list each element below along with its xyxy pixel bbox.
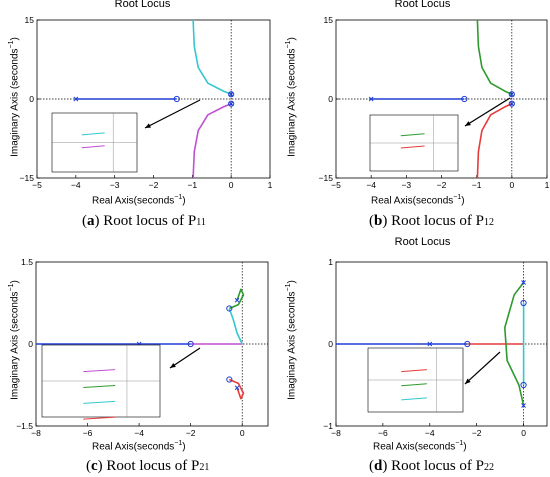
panel-b: Root Locus Imaginary Axis (seconds−1) −5… <box>275 0 550 238</box>
pole-marker <box>509 91 515 97</box>
x-tick-label: −2 <box>437 180 447 190</box>
panel-c: Imaginary Axis (seconds−1) −8 −6 −4 −2 0 −1.5… <box>0 238 275 477</box>
zero-marker <box>508 91 515 98</box>
zoom-arrow <box>464 351 501 385</box>
zoom-arrow <box>144 99 201 129</box>
locus-branch-2 <box>476 102 513 179</box>
zero-marker <box>187 340 194 348</box>
y-tick-label: 0 <box>29 94 34 104</box>
pole-marker <box>368 96 374 102</box>
y-tick-label: 0 <box>328 94 333 104</box>
pole-marker <box>427 341 433 347</box>
zoom-inset <box>41 344 161 420</box>
zoom-arrow-head <box>465 378 471 384</box>
x-tick-label: 1 <box>545 180 550 190</box>
x-tick-label: −5 <box>331 180 341 190</box>
chart-c: −8 −6 −4 −2 0 −1.5 0 1.5 <box>16 257 269 438</box>
zoom-inset <box>51 112 138 173</box>
pole-marker <box>234 385 240 391</box>
zoom-arrow-head <box>465 121 471 126</box>
zero-marker <box>520 381 527 389</box>
caption: (c) Root locus of P21 <box>86 458 210 474</box>
locus-branch-2 <box>192 102 232 179</box>
pole-marker <box>228 101 234 107</box>
plot-title: Root Locus <box>394 0 451 10</box>
locus-branch-3 <box>228 308 243 345</box>
x-tick-label: −6 <box>378 428 388 438</box>
caption: (a) Root locus of P11 <box>82 213 206 229</box>
locus-branch-4 <box>228 378 245 400</box>
x-tick-label: 0 <box>229 180 234 190</box>
x-tick-label: −3 <box>110 180 120 190</box>
x-tick-label: −4 <box>71 180 81 190</box>
y-tick-label: 15 <box>324 15 334 25</box>
x-tick-label: −1 <box>472 180 482 190</box>
locus-branch-1 <box>476 19 513 96</box>
x-tick-label: −1 <box>187 180 197 190</box>
x-tick-label: −6 <box>83 428 93 438</box>
pole-marker <box>521 403 526 408</box>
zero-marker <box>173 95 180 103</box>
x-tick-label: 1 <box>268 180 273 190</box>
y-tick-label: 1 <box>328 257 333 267</box>
pole-marker <box>73 96 79 102</box>
y-tick-label: −1 <box>323 421 333 431</box>
chart-b: −5 −4 −3 −2 −1 0 1 −15 0 15 <box>319 15 550 190</box>
x-tick-label: 0 <box>509 180 514 190</box>
zero-marker <box>520 299 527 307</box>
zero-marker <box>508 100 515 107</box>
x-tick-label: −2 <box>149 180 159 190</box>
zoom-inset <box>369 114 459 172</box>
chart-a: −5 −4 −3 −2 −1 0 1 −15 0 15 <box>20 15 273 190</box>
pole-marker <box>234 297 240 303</box>
x-tick-label: −8 <box>331 428 341 438</box>
zoom-arrow-head <box>145 123 151 128</box>
zero-marker <box>228 91 235 98</box>
pole-marker <box>228 91 234 97</box>
zero-marker <box>464 340 471 348</box>
y-tick-label: −15 <box>319 173 334 183</box>
y-tick-label: 0 <box>328 339 333 349</box>
x-axis-label: Real Axis(seconds−1) <box>92 440 186 453</box>
x-tick-label: 0 <box>240 428 245 438</box>
y-tick-label: 1.5 <box>21 257 33 267</box>
zoom-arrow <box>464 97 511 127</box>
zero-marker <box>461 95 468 103</box>
x-tick-label: −4 <box>134 428 144 438</box>
zero-marker <box>226 376 233 383</box>
y-tick-label: 0 <box>28 339 33 349</box>
y-tick-label: −1.5 <box>16 421 33 431</box>
zoom-arrow <box>169 347 201 369</box>
y-tick-label: 15 <box>25 15 35 25</box>
zoom-inset <box>367 347 464 413</box>
caption: (b) Root locus of P12 <box>369 213 495 229</box>
x-tick-label: −2 <box>186 428 196 438</box>
x-tick-label: −5 <box>32 180 42 190</box>
locus-branch-1 <box>192 19 232 96</box>
x-axis-label: Real Axis(seconds−1) <box>373 440 467 453</box>
locus-branch-2 <box>228 288 245 310</box>
y-tick-label: −15 <box>20 173 35 183</box>
locus-branch-2 <box>504 282 525 406</box>
x-tick-label: −4 <box>425 428 435 438</box>
x-tick-label: 0 <box>521 428 526 438</box>
plot-title: Root Locus <box>394 236 451 248</box>
panel-a: Root Locus Imaginary Axis (seconds−1) −5… <box>0 0 275 238</box>
x-tick-label: −2 <box>472 428 482 438</box>
x-tick-label: −4 <box>366 180 376 190</box>
panel-d: Root Locus Imaginary Axis (seconds−1) −8… <box>275 236 550 477</box>
pole-marker <box>521 280 526 285</box>
zero-marker <box>226 305 233 312</box>
plot-title: Root Locus <box>114 0 171 10</box>
zoom-arrow-head <box>170 362 176 368</box>
x-tick-label: −3 <box>401 180 411 190</box>
x-axis-label: Real Axis(seconds−1) <box>92 194 186 207</box>
zero-marker <box>228 100 235 107</box>
x-axis-label: Real Axis(seconds−1) <box>371 194 465 207</box>
x-tick-label: −8 <box>31 428 41 438</box>
chart-d: −8 −6 −4 −2 0 −1 0 1 <box>323 257 548 438</box>
pole-marker <box>509 101 515 107</box>
caption: (d) Root locus of P22 <box>369 458 495 474</box>
